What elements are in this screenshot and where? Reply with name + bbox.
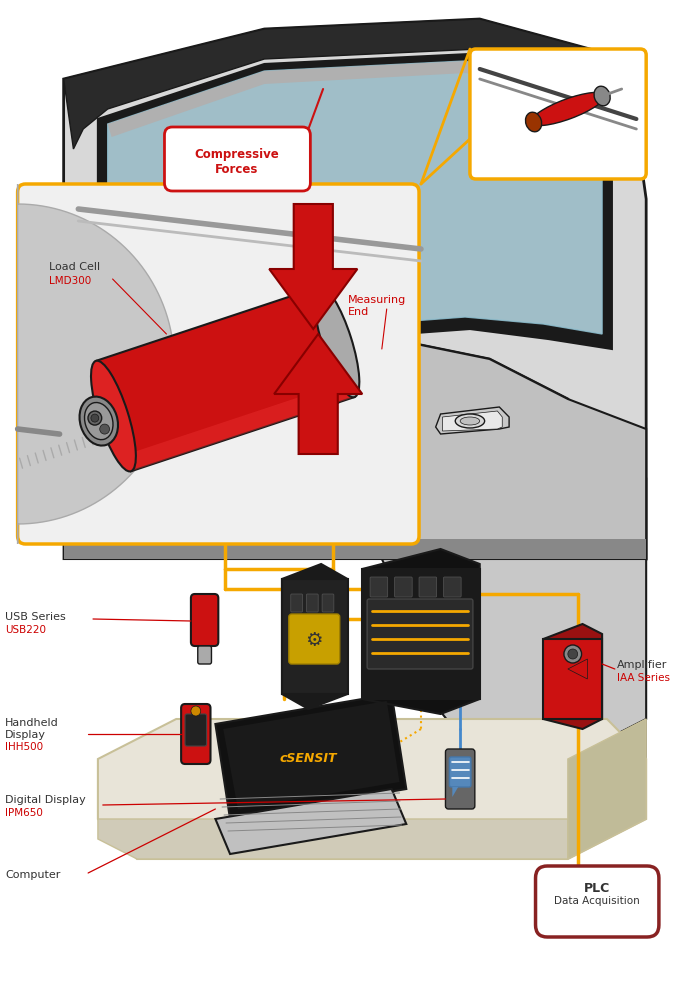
FancyBboxPatch shape xyxy=(165,128,310,192)
Polygon shape xyxy=(98,719,646,859)
FancyBboxPatch shape xyxy=(18,184,419,544)
Polygon shape xyxy=(543,624,602,730)
Text: IPM650: IPM650 xyxy=(5,808,43,817)
Ellipse shape xyxy=(564,646,581,664)
Ellipse shape xyxy=(314,287,359,398)
Polygon shape xyxy=(274,334,362,455)
Polygon shape xyxy=(362,570,479,699)
FancyBboxPatch shape xyxy=(536,866,659,937)
FancyBboxPatch shape xyxy=(367,599,473,669)
FancyBboxPatch shape xyxy=(185,714,207,746)
FancyBboxPatch shape xyxy=(370,578,388,598)
Text: IHH500: IHH500 xyxy=(5,741,43,751)
Polygon shape xyxy=(362,549,479,714)
FancyBboxPatch shape xyxy=(0,0,666,559)
Ellipse shape xyxy=(568,650,577,660)
Ellipse shape xyxy=(100,425,109,435)
FancyBboxPatch shape xyxy=(181,704,211,764)
Polygon shape xyxy=(568,719,646,849)
FancyBboxPatch shape xyxy=(449,757,471,787)
Text: Digital Display: Digital Display xyxy=(5,794,86,805)
Text: Computer: Computer xyxy=(5,869,61,880)
Polygon shape xyxy=(543,639,602,719)
Ellipse shape xyxy=(531,94,605,126)
Ellipse shape xyxy=(292,294,344,405)
FancyBboxPatch shape xyxy=(419,578,437,598)
Polygon shape xyxy=(282,580,347,694)
Polygon shape xyxy=(282,564,347,709)
Ellipse shape xyxy=(191,706,201,716)
FancyBboxPatch shape xyxy=(470,50,646,179)
Ellipse shape xyxy=(455,414,485,429)
Polygon shape xyxy=(269,205,358,329)
Polygon shape xyxy=(126,382,354,471)
FancyBboxPatch shape xyxy=(0,559,666,986)
Polygon shape xyxy=(568,719,646,859)
Text: Amplifier: Amplifier xyxy=(617,660,667,669)
Text: Compressive
Forces: Compressive Forces xyxy=(194,148,279,176)
FancyBboxPatch shape xyxy=(394,578,412,598)
FancyBboxPatch shape xyxy=(198,647,211,665)
Polygon shape xyxy=(382,479,646,759)
Ellipse shape xyxy=(460,418,479,426)
Text: USB Series: USB Series xyxy=(5,611,66,621)
Ellipse shape xyxy=(91,361,136,472)
FancyBboxPatch shape xyxy=(289,614,340,665)
Text: PLC: PLC xyxy=(584,881,611,894)
Polygon shape xyxy=(216,789,407,854)
Polygon shape xyxy=(223,701,399,810)
Text: ⚙: ⚙ xyxy=(305,630,323,649)
Polygon shape xyxy=(64,339,646,559)
Text: Handheld
Display: Handheld Display xyxy=(5,717,58,739)
Polygon shape xyxy=(18,184,174,544)
FancyBboxPatch shape xyxy=(443,578,461,598)
FancyBboxPatch shape xyxy=(191,595,218,647)
Polygon shape xyxy=(96,288,354,471)
Polygon shape xyxy=(452,787,458,798)
Ellipse shape xyxy=(91,415,99,423)
Polygon shape xyxy=(216,694,407,819)
Text: Load Cell: Load Cell xyxy=(49,261,100,272)
Polygon shape xyxy=(64,20,626,150)
Text: Data Acquisition: Data Acquisition xyxy=(554,895,640,905)
Text: cSENSIT: cSENSIT xyxy=(279,750,337,764)
Polygon shape xyxy=(107,62,602,411)
FancyBboxPatch shape xyxy=(445,749,475,810)
Polygon shape xyxy=(98,55,612,430)
Ellipse shape xyxy=(84,403,113,440)
Polygon shape xyxy=(443,411,503,432)
Text: LMD300: LMD300 xyxy=(49,276,91,286)
Polygon shape xyxy=(436,407,509,435)
Ellipse shape xyxy=(594,87,610,106)
Polygon shape xyxy=(64,539,646,559)
Polygon shape xyxy=(107,62,599,138)
FancyBboxPatch shape xyxy=(291,595,303,612)
Polygon shape xyxy=(98,819,568,859)
Polygon shape xyxy=(568,660,588,679)
Polygon shape xyxy=(64,20,646,559)
Text: IAA Series: IAA Series xyxy=(617,672,670,682)
Ellipse shape xyxy=(80,397,118,446)
Ellipse shape xyxy=(88,412,102,426)
FancyBboxPatch shape xyxy=(322,595,334,612)
Ellipse shape xyxy=(526,113,542,133)
FancyBboxPatch shape xyxy=(307,595,318,612)
Text: Measuring
End: Measuring End xyxy=(347,295,406,317)
Text: USB220: USB220 xyxy=(5,624,46,634)
